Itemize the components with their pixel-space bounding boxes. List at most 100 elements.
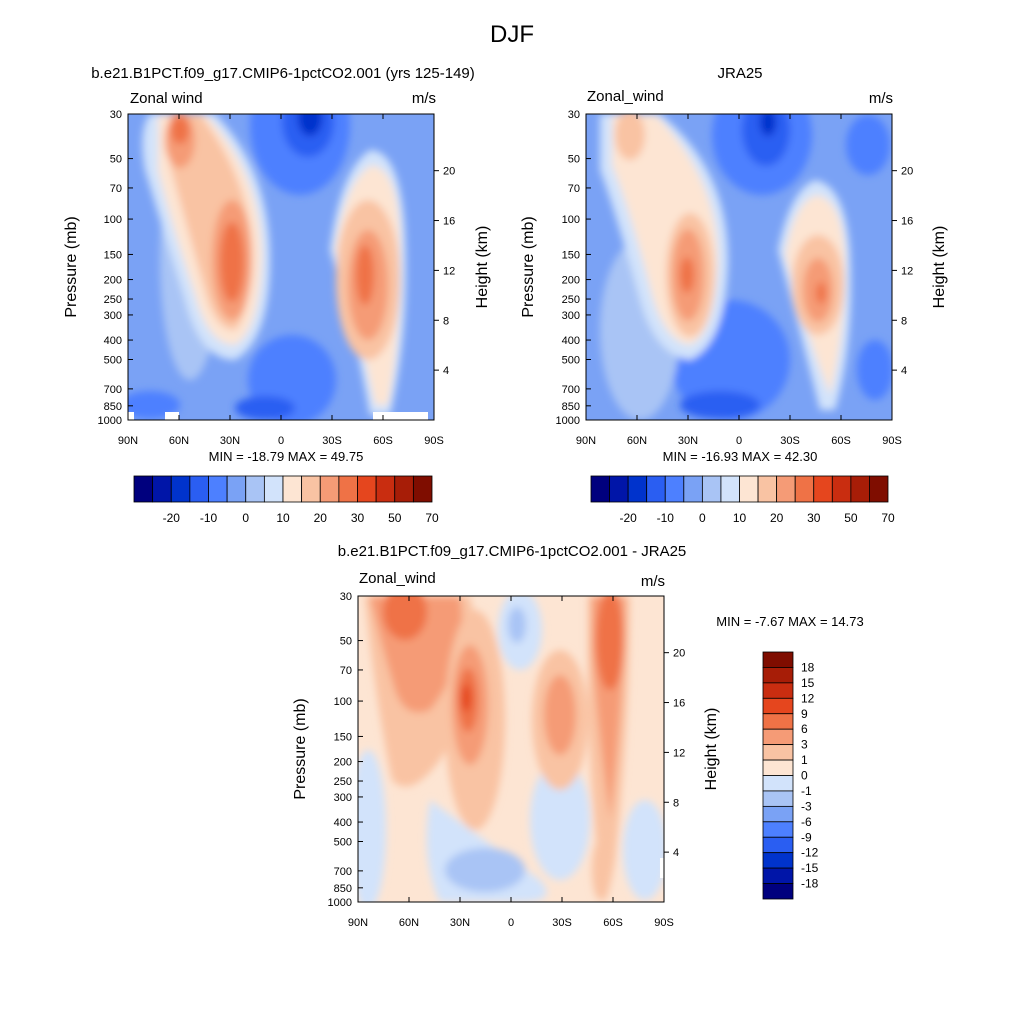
pressure-tick-label: 150 [562,249,580,261]
colorbar-swatch [831,475,852,503]
colorbar-label: -10 [200,511,218,525]
colorbar-swatch [245,475,265,503]
colorbar-label: 10 [276,511,290,525]
pressure-tick-label: 300 [562,310,580,322]
y2-axis-title: Height (km) [703,708,720,791]
colorbar-label: -18 [801,877,819,891]
latitude-tick-label: 0 [736,435,742,447]
pressure-tick-label: 850 [562,401,580,413]
latitude-axis: 90N 60N 30N 0 30S 60S 90S [576,114,902,447]
y-axis-title: Pressure (mb) [292,698,309,799]
colorbar-label: -20 [619,511,637,525]
pressure-tick-label: 250 [562,294,580,306]
colorbar-swatch [319,475,340,503]
pressure-tick-label: 30 [340,591,352,603]
pressure-tick-label: 150 [104,249,122,261]
colorbar-label: 70 [881,511,895,525]
colorbar-label: 15 [801,676,815,690]
min-max-label: MIN = -18.79 MAX = 49.75 [209,449,364,464]
pressure-tick-label: 200 [562,275,580,287]
height-axis: 20 16 12 8 4 [664,648,685,859]
panel-difference: b.e21.B1PCT.f09_g17.CMIP6-1pctCO2.001 - … [292,543,864,929]
height-axis: 20 16 12 8 4 [892,166,913,377]
latitude-tick-label: 90S [654,917,674,929]
pressure-tick-label: 700 [562,384,580,396]
pressure-tick-label: 30 [568,109,580,121]
y2-axis-title: Height (km) [474,226,491,309]
height-tick-label: 20 [443,166,455,178]
latitude-tick-label: 60N [399,917,419,929]
colorbar-swatch [683,475,703,503]
pressure-axis: 30 50 70 100 150 200 250 300 400 500 700 850 1000 [328,591,363,909]
latitude-tick-label: 60S [831,435,851,447]
min-max-label: MIN = -7.67 MAX = 14.73 [716,614,863,629]
latitude-axis: 90N 60N 30N 0 30S 60S 90S [348,596,674,929]
pressure-tick-label: 100 [104,214,122,226]
colorbar-label: 10 [733,511,747,525]
contour-field [586,114,892,420]
latitude-tick-label: 0 [508,917,514,929]
colorbar-label: 1 [801,753,808,767]
colorbar-label: 12 [801,691,815,705]
colorbar-swatch [762,759,794,776]
colorbar-label: -9 [801,830,812,844]
colorbar-swatch [762,821,794,838]
colorbar-label: 50 [844,511,858,525]
latitude-tick-label: 90N [118,435,138,447]
latitude-tick-label: 30N [450,917,470,929]
units-label: m/s [412,90,436,107]
colorbar-label: 30 [351,511,365,525]
pressure-tick-label: 100 [562,214,580,226]
variable-label: Zonal wind [130,90,203,107]
height-axis: 20 16 12 8 4 [434,166,455,377]
pressure-tick-label: 1000 [98,415,122,427]
panel-title: b.e21.B1PCT.f09_g17.CMIP6-1pctCO2.001 - … [338,543,687,560]
colorbar-label: 9 [801,707,808,721]
pressure-tick-label: 70 [568,183,580,195]
panel-title: b.e21.B1PCT.f09_g17.CMIP6-1pctCO2.001 (y… [91,65,475,82]
colorbar-label: 50 [388,511,402,525]
colorbar-label: 0 [699,511,706,525]
height-tick-label: 8 [443,315,449,327]
pressure-tick-label: 1000 [328,897,352,909]
pressure-tick-label: 400 [562,335,580,347]
colorbar-swatch [762,697,794,715]
colorbar-swatch [152,475,172,503]
contour-field [128,114,434,420]
panel-model: b.e21.B1PCT.f09_g17.CMIP6-1pctCO2.001 (y… [63,65,491,525]
pressure-tick-label: 200 [104,275,122,287]
pressure-tick-label: 70 [110,183,122,195]
height-tick-label: 4 [443,365,449,377]
pressure-tick-label: 250 [104,294,122,306]
colorbar-swatch [394,475,414,503]
colorbar-swatch [762,775,794,792]
colorbar-swatch [739,475,759,503]
latitude-tick-label: 90N [348,917,368,929]
colorbar: -20 -10 0 10 20 30 50 70 [590,475,895,525]
colorbar-label: 20 [314,511,328,525]
colorbar-swatch [776,475,796,503]
height-tick-label: 20 [901,166,913,178]
variable-label: Zonal_wind [359,570,436,587]
colorbar-label: 0 [242,511,249,525]
colorbar-swatch [338,475,358,503]
latitude-tick-label: 30S [552,917,572,929]
panel-title: JRA25 [717,65,762,82]
pressure-tick-label: 1000 [556,415,580,427]
colorbar-swatch [813,475,833,503]
y-axis-title: Pressure (mb) [520,216,537,317]
colorbar-label: 3 [801,738,808,752]
height-tick-label: 8 [901,315,907,327]
colorbar-swatch [762,867,794,884]
latitude-tick-label: 90S [424,435,444,447]
colorbar-swatch [357,475,377,503]
colorbar-swatch [869,475,889,503]
colorbar-swatch [133,475,154,503]
latitude-tick-label: 60S [603,917,623,929]
y-axis-title: Pressure (mb) [63,216,80,317]
height-tick-label: 4 [901,365,907,377]
pressure-tick-label: 250 [334,776,352,788]
colorbar-swatch [609,475,629,503]
